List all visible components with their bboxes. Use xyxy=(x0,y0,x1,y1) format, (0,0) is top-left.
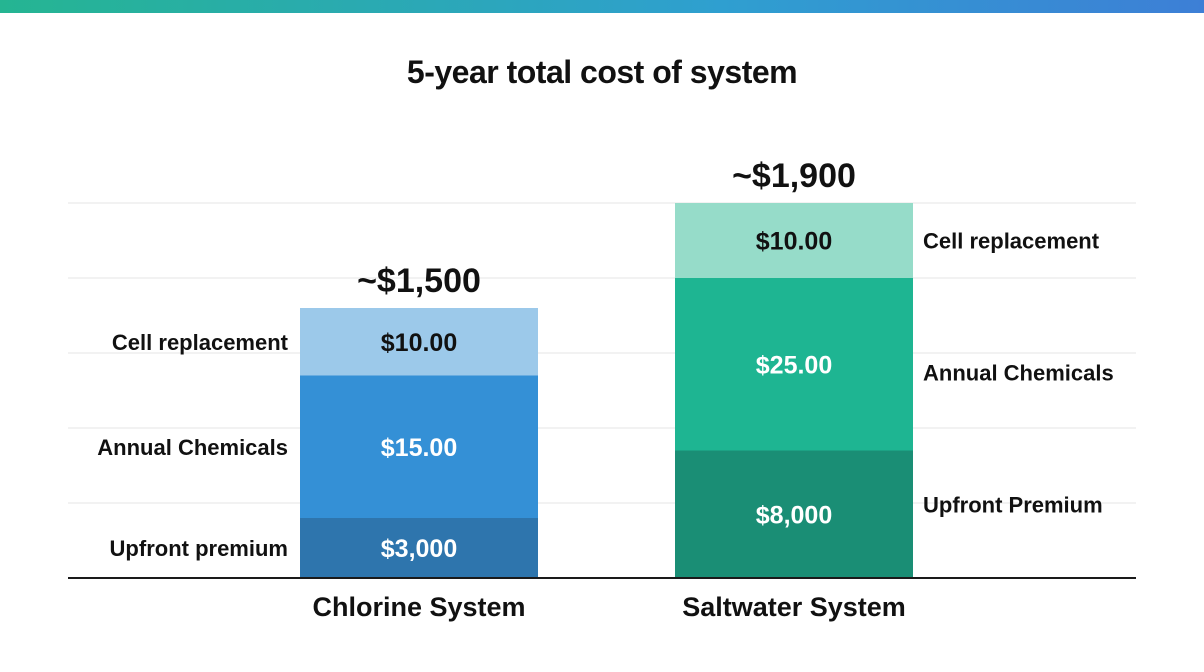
segment-value-label: $15.00 xyxy=(381,434,457,462)
segment-value-label: $25.00 xyxy=(756,351,832,379)
segment-category-label: Upfront premium xyxy=(110,536,288,561)
bar-segment xyxy=(300,308,538,376)
segment-category-label: Annual Chemicals xyxy=(97,435,288,460)
segment-value-label: $3,000 xyxy=(381,535,457,563)
bar-segment xyxy=(675,203,913,278)
x-tick-label: Chlorine System xyxy=(312,592,525,622)
bar-total-label: ~$1,900 xyxy=(732,157,856,195)
bar-segment xyxy=(300,375,538,518)
segment-category-label: Annual Chemicals xyxy=(923,360,1114,385)
segment-category-label: Cell replacement xyxy=(112,330,289,355)
segment-value-label: $8,000 xyxy=(756,501,832,529)
segment-category-label: Upfront Premium xyxy=(923,492,1103,517)
top-accent-bar xyxy=(0,0,1204,13)
chart-title: 5-year total cost of system xyxy=(406,54,798,90)
bar-segment xyxy=(300,518,538,578)
segment-category-label: Cell replacement xyxy=(923,229,1100,254)
segment-value-label: $10.00 xyxy=(381,329,457,357)
bar-segment xyxy=(675,450,913,578)
segment-value-label: $10.00 xyxy=(756,228,832,256)
bar-segment xyxy=(675,278,913,451)
x-tick-label: Saltwater System xyxy=(682,592,906,622)
bar-total-label: ~$1,500 xyxy=(357,262,481,300)
